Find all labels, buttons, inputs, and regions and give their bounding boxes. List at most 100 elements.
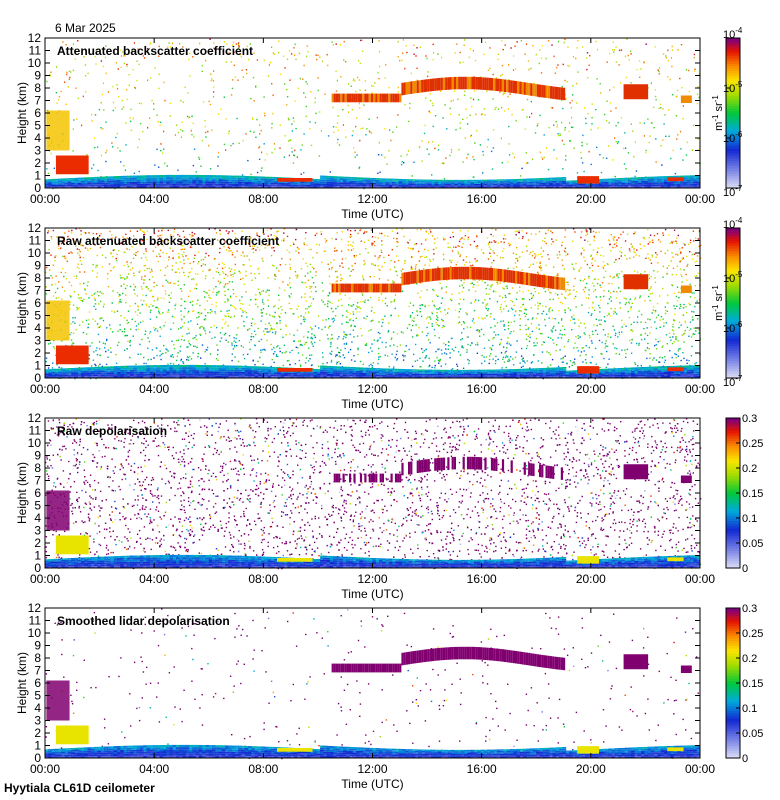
y-tick-label: 0 [34, 561, 41, 575]
high-cloud [331, 646, 566, 673]
colorbar-unit-label: m-1 sr-1 [711, 95, 725, 131]
plot-area [45, 38, 700, 188]
y-tick-label: 8 [34, 271, 41, 285]
y-axis-label: Height (km) [15, 272, 29, 334]
x-tick-label: 00:00 [30, 382, 60, 396]
y-tick-label: 1 [34, 359, 41, 373]
y-tick-label: 5 [34, 689, 41, 703]
high-cloud-patch [623, 274, 649, 290]
x-tick-label: 16:00 [467, 192, 497, 206]
x-tick-label: 00:00 [30, 192, 60, 206]
early-layer [46, 110, 70, 151]
low-cloud [276, 748, 313, 752]
y-tick-label: 9 [34, 639, 41, 653]
x-tick-label: 00:00 [685, 762, 715, 776]
colorbar-tick-label: 0.05 [742, 728, 763, 740]
y-tick-label: 12 [28, 221, 42, 235]
x-axis-label: Time (UTC) [341, 777, 403, 791]
colorbar-tick-label: 0.2 [742, 653, 757, 665]
x-axis-label: Time (UTC) [341, 207, 403, 221]
y-tick-label: 7 [34, 474, 41, 488]
colorbar-tick-label: 10-5 [723, 80, 743, 95]
colorbar-unit-label: m-1 sr-1 [711, 285, 725, 321]
y-tick-label: 4 [34, 131, 41, 145]
y-tick-label: 5 [34, 119, 41, 133]
x-tick-label: 04:00 [139, 192, 169, 206]
high-cloud-patch [680, 95, 692, 103]
y-tick-label: 4 [34, 511, 41, 525]
x-tick-label: 16:00 [467, 762, 497, 776]
x-tick-label: 16:00 [467, 382, 497, 396]
y-tick-label: 1 [34, 549, 41, 563]
date-label: 6 Mar 2025 [55, 21, 116, 35]
y-tick-label: 2 [34, 156, 41, 170]
low-cloud [55, 535, 89, 555]
y-tick-label: 5 [34, 309, 41, 323]
colorbar: 10-4 10-5 10-6 10-7 m-1 sr-1 [711, 216, 743, 389]
x-tick-label: 00:00 [685, 192, 715, 206]
high-cloud [331, 266, 566, 293]
x-tick-label: 08:00 [248, 572, 278, 586]
colorbar-tick-label: 0.1 [742, 703, 757, 715]
low-cloud [577, 366, 600, 374]
x-tick-label: 04:00 [139, 382, 169, 396]
low-cloud [667, 747, 684, 752]
y-tick-label: 12 [28, 31, 42, 45]
panel-title: Smoothed lidar depolarisation [57, 614, 230, 628]
x-tick-label: 08:00 [248, 762, 278, 776]
colorbar-tick-label: 0.1 [742, 513, 757, 525]
colorbar-tick-label: 0.05 [742, 538, 763, 550]
high-cloud-patch [623, 654, 649, 670]
high-cloud-patch [680, 665, 692, 673]
footer-label: Hyytiala CL61D ceilometer [4, 781, 155, 795]
y-tick-label: 10 [28, 436, 42, 450]
colorbar-tick-label: 10-6 [723, 130, 743, 145]
colorbar-tick-label: 10-7 [723, 184, 743, 199]
y-tick-label: 12 [28, 411, 42, 425]
y-tick-label: 11 [29, 44, 42, 58]
y-tick-label: 11 [29, 614, 42, 628]
y-tick-label: 2 [34, 536, 41, 550]
y-tick-label: 3 [34, 524, 41, 538]
low-cloud [667, 557, 684, 562]
x-tick-label: 12:00 [357, 572, 387, 586]
colorbar-tick-label: 0 [742, 753, 748, 765]
low-cloud [577, 746, 600, 754]
low-cloud [276, 558, 313, 562]
colorbar: 0.3 0.25 0.2 0.15 0.1 0.05 0 [725, 413, 763, 575]
y-tick-label: 8 [34, 651, 41, 665]
y-tick-label: 5 [34, 499, 41, 513]
colorbar-frame [725, 227, 741, 379]
high-cloud-patch [623, 464, 649, 480]
y-axis-label: Height (km) [15, 82, 29, 144]
y-axis-label: Height (km) [15, 462, 29, 524]
y-tick-label: 6 [34, 106, 41, 120]
y-tick-label: 11 [29, 234, 42, 248]
low-cloud [276, 368, 313, 372]
x-tick-label: 00:00 [685, 572, 715, 586]
panel-title: Attenuated backscatter coefficient [57, 44, 253, 58]
colorbar: 10-4 10-5 10-6 10-7 m-1 sr-1 [711, 26, 743, 199]
x-tick-label: 12:00 [357, 762, 387, 776]
colorbar-tick-label: 0 [742, 563, 748, 575]
y-tick-label: 2 [34, 726, 41, 740]
y-tick-label: 4 [34, 701, 41, 715]
boundary-layer [45, 364, 701, 378]
x-tick-label: 00:00 [30, 572, 60, 586]
low-cloud [667, 367, 684, 372]
y-tick-label: 10 [28, 56, 42, 70]
y-tick-label: 7 [34, 664, 41, 678]
colorbar-tick-label: 0.15 [742, 678, 763, 690]
x-tick-label: 08:00 [248, 382, 278, 396]
colorbar-tick-label: 0.15 [742, 488, 763, 500]
colorbar-tick-label: 0.3 [742, 413, 757, 425]
colorbar: 0.3 0.25 0.2 0.15 0.1 0.05 0 [725, 603, 763, 765]
x-tick-label: 04:00 [139, 572, 169, 586]
high-cloud-patch [680, 475, 692, 483]
y-tick-label: 2 [34, 346, 41, 360]
low-cloud [55, 345, 89, 365]
y-tick-label: 0 [34, 371, 41, 385]
boundary-layer [45, 554, 701, 568]
